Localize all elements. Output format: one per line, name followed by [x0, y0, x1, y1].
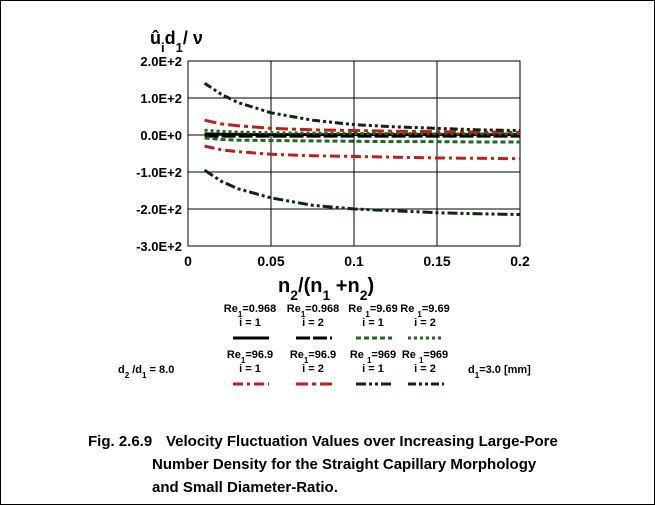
text-part: 1 [176, 40, 183, 55]
caption-line: Number Density for the Straight Capillar… [152, 456, 537, 473]
y-tick-label: -3.0E+2 [136, 239, 182, 254]
text-part: =3.0 [mm] [479, 364, 531, 376]
legend-index: i = 2 [302, 363, 324, 375]
caption-line: Velocity Fluctuation Values over Increas… [166, 433, 558, 450]
series-line [204, 118, 521, 134]
annotation: d2 /d1 = 8.0 [118, 364, 174, 380]
x-tick-label: 0.05 [257, 253, 284, 269]
text-part: 2 [360, 287, 368, 303]
legend-label: Re1=96.9 [290, 349, 336, 365]
text-part: Re [290, 349, 304, 361]
text-part: 1 [241, 356, 246, 365]
y-tick-label: -1.0E+2 [136, 165, 182, 180]
legend-label: Re1=0.968 [224, 303, 276, 319]
caption-label: Fig. 2.6.9 [88, 433, 152, 450]
legend-index: i = 1 [239, 317, 261, 329]
text-part: 1 [475, 371, 480, 380]
legend-index: i = 2 [302, 317, 324, 329]
text-part: 1 [365, 310, 370, 319]
text-part: / ν [183, 28, 203, 48]
legend-index: i = 1 [239, 363, 261, 375]
text-part: /d [129, 364, 142, 376]
legend-label: Re 1=9.69 [400, 303, 449, 319]
text-part: n [278, 275, 290, 297]
text-part: 1 [367, 356, 372, 365]
text-part: Re [350, 349, 367, 361]
legend-label: Re 1=9.69 [348, 303, 397, 319]
legend-index: i = 2 [414, 363, 436, 375]
y-tick-label: 1.0E+2 [140, 91, 182, 106]
text-part: /(n [298, 275, 322, 297]
text-part: d [118, 364, 125, 376]
text-part: 1 [419, 356, 424, 365]
text-part: 2 [125, 371, 130, 380]
legend-label: Re1=0.968 [287, 303, 339, 319]
series-line [203, 81, 521, 133]
text-part: 1 [238, 310, 243, 319]
text-part: Re [224, 303, 238, 315]
text-part: +n [330, 275, 359, 297]
text-part: û [150, 28, 161, 48]
y-tick-label: 2.0E+2 [140, 54, 182, 69]
text-part: 1 [142, 371, 147, 380]
text-part: Re [287, 303, 301, 315]
y-tick-label: -2.0E+2 [136, 202, 182, 217]
legend-index: i = 2 [414, 317, 436, 329]
text-part: =0.968 [242, 303, 276, 315]
text-part: =969 [371, 349, 396, 361]
text-part: 1 [417, 310, 422, 319]
legend-index: i = 1 [362, 317, 384, 329]
x-tick-label: 0.2 [510, 253, 530, 269]
text-part: i [161, 40, 165, 55]
y-axis-label: ûid1/ ν [150, 28, 203, 55]
plot-frame [187, 60, 521, 247]
text-part: =969 [423, 349, 448, 361]
text-part: 1 [304, 356, 309, 365]
text-part: Re [402, 349, 419, 361]
text-part: Re [227, 349, 241, 361]
text-part: =9.69 [370, 303, 398, 315]
series-line [204, 128, 520, 136]
x-axis-label: n2/(n1 +n2) [278, 275, 374, 303]
text-part: =0.968 [305, 303, 339, 315]
text-part: 1 [301, 310, 306, 319]
legend-label: Re1=96.9 [227, 349, 273, 365]
text-part: =9.69 [422, 303, 450, 315]
text-part: d [165, 28, 176, 48]
x-tick-label: 0.1 [344, 253, 364, 269]
text-part: d [468, 364, 475, 376]
y-tick-label: 0.0E+0 [140, 128, 182, 143]
text-part: 1 [322, 287, 330, 303]
text-part: =96.9 [245, 349, 273, 361]
legend-label: Re 1=969 [350, 349, 396, 365]
annotation: d1=3.0 [mm] [468, 364, 531, 380]
series-line [203, 168, 521, 217]
legend-index: i = 1 [362, 363, 384, 375]
series-line [204, 136, 520, 144]
text-part: 2 [290, 287, 298, 303]
text-part: Re [400, 303, 417, 315]
text-part: = 8.0 [146, 364, 174, 376]
text-part: Re [348, 303, 365, 315]
text-part: ) [368, 275, 375, 297]
series-line [204, 144, 521, 161]
x-tick-label: 0.15 [423, 253, 450, 269]
text-part: =96.9 [308, 349, 336, 361]
legend-label: Re 1=969 [402, 349, 448, 365]
caption-line: and Small Diameter-Ratio. [152, 479, 338, 496]
x-tick-label: 0 [184, 253, 192, 269]
